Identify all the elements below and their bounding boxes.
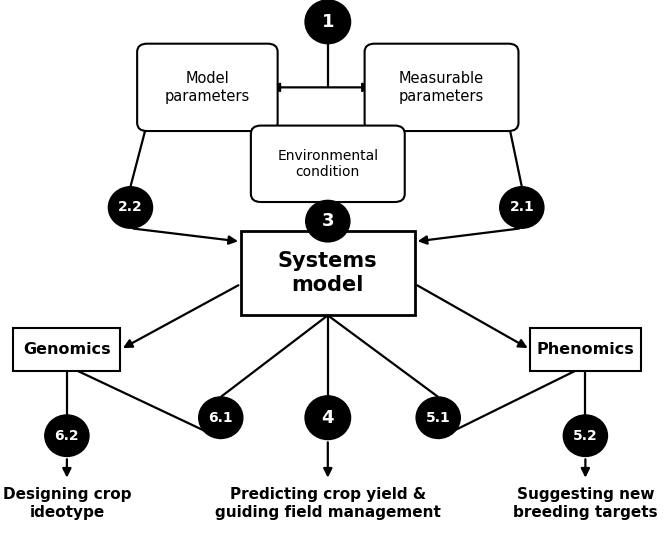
Ellipse shape [305,396,351,440]
FancyBboxPatch shape [137,44,278,131]
Text: 6.2: 6.2 [55,429,79,443]
FancyBboxPatch shape [530,328,641,371]
Text: Model
parameters: Model parameters [165,71,250,104]
Text: 1: 1 [322,13,334,31]
FancyBboxPatch shape [241,230,415,316]
Ellipse shape [199,397,243,438]
Ellipse shape [45,415,89,456]
Text: Genomics: Genomics [23,342,110,357]
Ellipse shape [500,187,544,228]
Text: 5.1: 5.1 [426,411,450,425]
Text: Phenomics: Phenomics [537,342,634,357]
FancyBboxPatch shape [13,328,120,371]
FancyBboxPatch shape [365,44,518,131]
Text: 2.2: 2.2 [118,200,142,215]
Ellipse shape [305,0,351,44]
Text: 4: 4 [322,409,334,426]
Text: 5.2: 5.2 [573,429,597,443]
Text: Designing crop
ideotype: Designing crop ideotype [3,488,131,520]
Text: Predicting crop yield &
guiding field management: Predicting crop yield & guiding field ma… [215,488,441,520]
Ellipse shape [416,397,460,438]
Ellipse shape [563,415,607,456]
Text: Environmental
condition: Environmental condition [277,149,379,179]
Ellipse shape [306,200,350,242]
Text: 3: 3 [322,212,334,230]
Text: Measurable
parameters: Measurable parameters [399,71,484,104]
FancyBboxPatch shape [251,126,405,202]
Text: Systems
model: Systems model [278,251,377,295]
Text: 2.1: 2.1 [510,200,534,215]
Text: Suggesting new
breeding targets: Suggesting new breeding targets [513,488,658,520]
Ellipse shape [108,187,153,228]
Text: 6.1: 6.1 [209,411,233,425]
